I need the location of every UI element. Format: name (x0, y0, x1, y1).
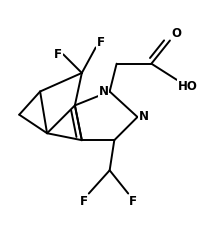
Text: O: O (171, 27, 181, 40)
Text: N: N (139, 110, 149, 124)
Text: N: N (99, 85, 108, 98)
Text: F: F (97, 36, 105, 49)
Text: F: F (54, 48, 62, 61)
Text: F: F (80, 195, 88, 208)
Text: HO: HO (178, 80, 198, 93)
Text: F: F (129, 195, 137, 208)
